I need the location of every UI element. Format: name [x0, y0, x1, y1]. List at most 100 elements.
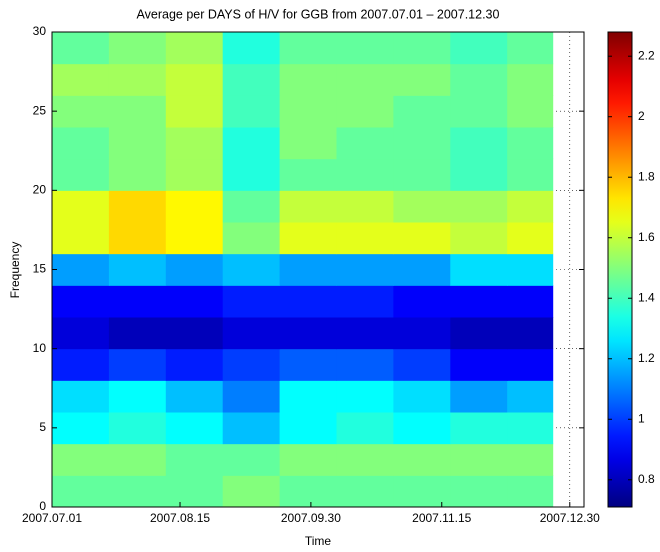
colorbar-tick-label: 1.2: [638, 351, 655, 365]
colorbar-tick-label: 1: [638, 411, 645, 425]
x-tick-label: 2007.08.15: [150, 511, 210, 525]
x-axis-label: Time: [305, 534, 332, 548]
heatmap-cell: [336, 95, 394, 128]
heatmap-cell: [279, 127, 337, 160]
x-tick-label: 2007.11.15: [412, 511, 471, 525]
heatmap-cell: [336, 348, 394, 381]
heatmap-cell: [336, 127, 394, 160]
heatmap-cell: [507, 127, 554, 160]
heatmap-cell: [507, 253, 554, 286]
heatmap-cell: [108, 32, 167, 65]
heatmap-cell: [108, 443, 167, 476]
heatmap-cell: [393, 95, 451, 128]
heatmap-cell: [222, 285, 281, 318]
heatmap-cell: [165, 285, 224, 318]
heatmap-cell: [507, 285, 554, 318]
heatmap-cell: [450, 127, 508, 160]
heatmap-cell: [450, 317, 508, 350]
heatmap-cell: [279, 348, 337, 381]
heatmap-cell: [165, 348, 224, 381]
heatmap-cell: [52, 95, 110, 128]
heatmap-cell: [222, 32, 281, 65]
heatmap-cell: [336, 475, 394, 508]
heatmap-cell: [393, 127, 451, 160]
heatmap-cell: [393, 63, 451, 96]
y-tick-label: 5: [39, 420, 46, 434]
heatmap-cell: [165, 127, 224, 160]
heatmap-cell: [108, 412, 167, 445]
heatmap-cell: [507, 190, 554, 223]
heatmap-cell: [393, 380, 451, 413]
heatmap-cell: [279, 317, 337, 350]
heatmap-cell: [450, 63, 508, 96]
heatmap-cell: [165, 190, 224, 223]
x-tick-label: 2007.12.30: [540, 511, 600, 525]
heatmap-cell: [393, 412, 451, 445]
x-tick-label: 2007.07.01: [22, 511, 82, 525]
heatmap-cell: [279, 253, 337, 286]
y-tick-label: 20: [33, 183, 47, 197]
heatmap-cell: [279, 32, 337, 65]
heatmap-cell: [222, 348, 281, 381]
heatmap-cell: [507, 380, 554, 413]
heatmap-cell: [108, 158, 167, 191]
heatmap-cell: [450, 222, 508, 255]
heatmap-cell: [108, 348, 167, 381]
heatmap-cell: [222, 63, 281, 96]
heatmap-cell: [336, 190, 394, 223]
heatmap-cell: [52, 127, 110, 160]
heatmap-cell: [336, 222, 394, 255]
heatmap-cell: [165, 412, 224, 445]
heatmap-cell: [450, 443, 508, 476]
heatmap-cell: [52, 348, 110, 381]
heatmap-cell: [165, 95, 224, 128]
heatmap-cell: [393, 317, 451, 350]
heatmap-cell: [393, 222, 451, 255]
heatmap-cell: [279, 63, 337, 96]
heatmap-cell: [165, 317, 224, 350]
heatmap-cell: [222, 190, 281, 223]
heatmap-cell: [165, 380, 224, 413]
heatmap-cell: [279, 158, 337, 191]
heatmap-cell: [108, 95, 167, 128]
heatmap-cell: [165, 158, 224, 191]
heatmap-cell: [336, 285, 394, 318]
heatmap-cell: [279, 95, 337, 128]
heatmap-cell: [222, 443, 281, 476]
heatmap-cell: [52, 412, 110, 445]
heatmap-cell: [507, 443, 554, 476]
x-tick-label: 2007.09.30: [281, 511, 341, 525]
heatmap-cell: [450, 380, 508, 413]
heatmap-cell: [165, 63, 224, 96]
heatmap-cell: [336, 63, 394, 96]
heatmap-cell: [393, 475, 451, 508]
heatmap-cell: [165, 253, 224, 286]
heatmap-cell: [279, 443, 337, 476]
heatmap-cell: [450, 158, 508, 191]
heatmap-cell: [336, 443, 394, 476]
heatmap-cell: [52, 475, 110, 508]
colorbar-tick-label: 0.8: [638, 472, 655, 486]
chart-title: Average per DAYS of H/V for GGB from 200…: [137, 7, 500, 21]
heatmap-cell: [450, 253, 508, 286]
y-axis-label: Frequency: [8, 242, 22, 299]
colorbar-tick-label: 2: [638, 109, 645, 123]
heatmap-cell: [279, 190, 337, 223]
heatmap-cell: [108, 63, 167, 96]
heatmap-cell: [52, 285, 110, 318]
heatmap-cell: [450, 348, 508, 381]
heatmap-cell: [108, 285, 167, 318]
heatmap-cell: [279, 285, 337, 318]
heatmap-cell: [222, 475, 281, 508]
heatmap-cell: [222, 253, 281, 286]
heatmap-cell: [393, 443, 451, 476]
heatmap-cell: [507, 95, 554, 128]
heatmap-cell: [450, 475, 508, 508]
heatmap-cell: [165, 443, 224, 476]
heatmap-cell: [279, 412, 337, 445]
heatmap-cell: [507, 475, 554, 508]
heatmap-cell: [108, 190, 167, 223]
heatmap-cell: [393, 32, 451, 65]
heatmap-cell: [222, 127, 281, 160]
